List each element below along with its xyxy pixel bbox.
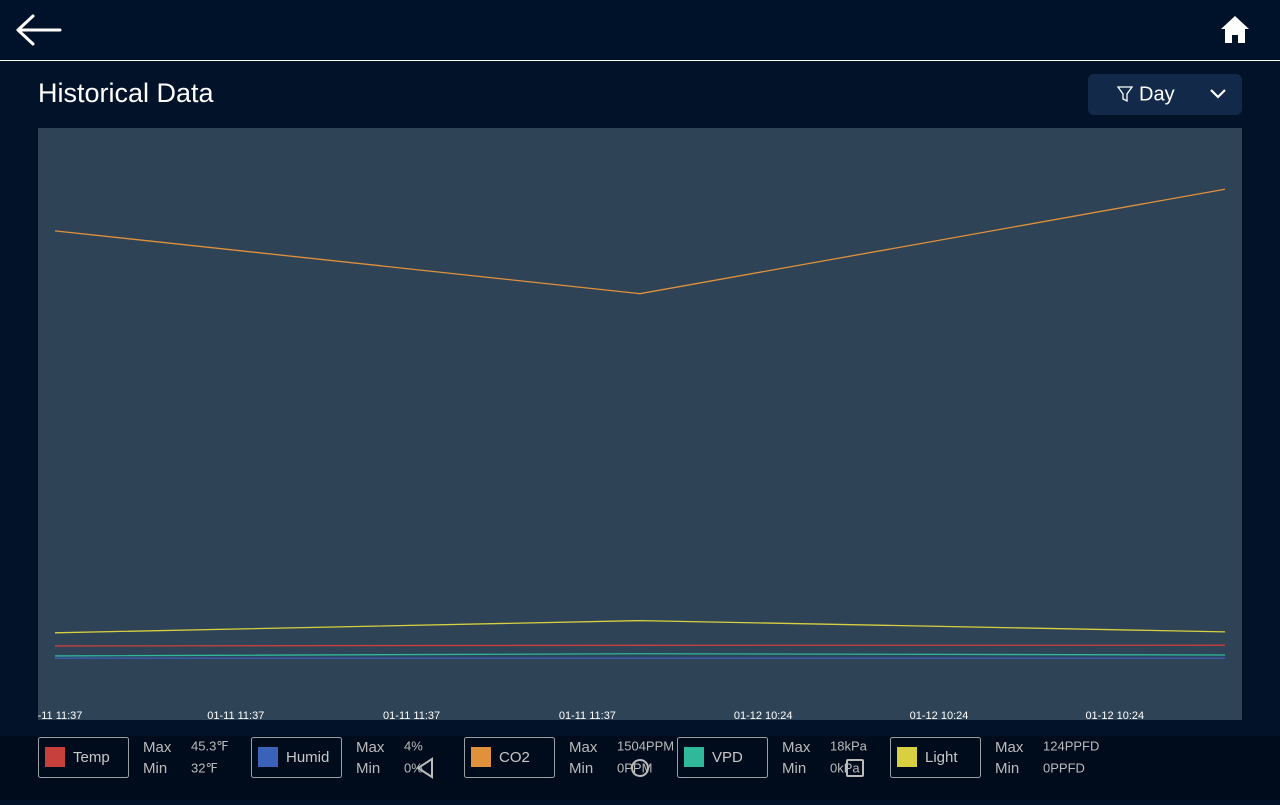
x-tick-label: 01-12 10:24 <box>910 710 969 722</box>
home-button[interactable] <box>1221 16 1249 43</box>
min-value: 0% <box>404 760 423 775</box>
max-label: Max <box>995 739 1024 756</box>
legend-item <box>38 737 129 778</box>
max-label: Max <box>782 739 811 756</box>
filter-dropdown[interactable]: Day <box>1088 74 1242 115</box>
back-button[interactable] <box>16 14 62 46</box>
legend-label: CO2 <box>499 749 530 766</box>
max-value: 124PPFD <box>1043 738 1099 753</box>
legend-label: Temp <box>73 749 110 766</box>
top-bar <box>0 0 1280 60</box>
min-label: Min <box>356 760 380 777</box>
min-label: Min <box>995 760 1019 777</box>
max-value: 45.3℉ <box>191 738 229 753</box>
legend-item <box>464 737 555 778</box>
plot-area <box>38 128 1242 720</box>
page-title: Historical Data <box>38 78 215 108</box>
min-value: 0PPFD <box>1043 760 1085 775</box>
legend-label: Light <box>925 749 958 766</box>
x-tick-label: 01-11 11:37 <box>207 710 264 722</box>
max-value: 4% <box>404 738 423 753</box>
legend-swatch <box>684 747 704 767</box>
x-tick-label: -11 11:37 <box>38 710 83 722</box>
min-label: Min <box>782 760 806 777</box>
system-nav <box>416 757 864 779</box>
legend-bar <box>0 736 1280 800</box>
min-label: Min <box>569 760 593 777</box>
x-tick-label: 01-12 10:24 <box>734 710 793 722</box>
max-label: Max <box>569 739 598 756</box>
legend-swatch <box>45 747 65 767</box>
legend-item <box>890 737 981 778</box>
legend-swatch <box>897 747 917 767</box>
min-value: 0kPa <box>830 760 860 775</box>
legend-swatch <box>471 747 491 767</box>
legend-label: VPD <box>712 749 743 766</box>
legend-label: Humid <box>286 749 329 766</box>
legend-item <box>251 737 342 778</box>
x-tick-label: 01-12 10:24 <box>1085 710 1144 722</box>
series-line <box>54 653 1226 657</box>
x-tick-label: 01-11 11:37 <box>383 710 440 722</box>
series-line <box>54 188 1226 295</box>
min-value: 32℉ <box>191 760 218 775</box>
legend-swatch <box>258 747 278 767</box>
series-line <box>54 619 1226 634</box>
series-line <box>54 644 1226 647</box>
max-value: 18kPa <box>830 738 868 753</box>
max-label: Max <box>143 739 172 756</box>
min-value: 0PPM <box>617 760 652 775</box>
filter-label: Day <box>1139 83 1175 105</box>
max-label: Max <box>356 739 385 756</box>
max-value: 1504PPM <box>617 738 674 753</box>
min-label: Min <box>143 760 167 777</box>
x-tick-label: 01-11 11:37 <box>559 710 616 722</box>
legend-item <box>677 737 768 778</box>
